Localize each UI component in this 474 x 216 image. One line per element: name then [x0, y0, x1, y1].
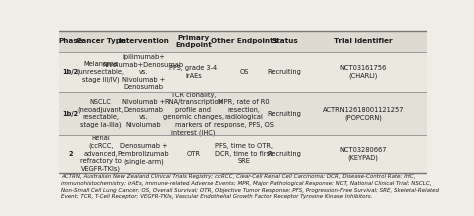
Text: ACTRN12618001121257
(POPCORN): ACTRN12618001121257 (POPCORN)	[322, 107, 404, 121]
Text: Recruiting: Recruiting	[268, 151, 301, 157]
Text: Primary
Endpoint: Primary Endpoint	[175, 35, 212, 48]
Text: NCT03280667
(KEYPAD): NCT03280667 (KEYPAD)	[339, 147, 387, 161]
Text: NCT03161756
(CHARLI): NCT03161756 (CHARLI)	[339, 65, 387, 79]
Bar	[59, 174, 427, 192]
Text: Cancer Type: Cancer Type	[76, 38, 126, 44]
Text: 1b/2: 1b/2	[63, 69, 79, 75]
Text: MPR, rate of R0
resection,
radiological
response, PFS, OS: MPR, rate of R0 resection, radiological …	[214, 99, 274, 128]
Text: TCR clonality,
RNA/transcription
profile and
genomic changes,
markers of
interes: TCR clonality, RNA/transcription profile…	[163, 92, 224, 136]
Text: PFS, grade 3-4
irAEs: PFS, grade 3-4 irAEs	[169, 65, 218, 79]
Text: ACTRN, Australian New Zealand Clinical Trials Registry; ccRCC, Clear-Cell Renal : ACTRN, Australian New Zealand Clinical T…	[61, 175, 439, 199]
Text: Renal
(ccRCC,
advanced,
refractory to
VEGFR-TKIs): Renal (ccRCC, advanced, refractory to VE…	[80, 135, 122, 173]
Bar	[59, 52, 427, 92]
Text: 2: 2	[69, 151, 73, 157]
Text: Denosumab +
Pembrolizumab
(single-arm): Denosumab + Pembrolizumab (single-arm)	[118, 143, 169, 165]
Text: OS: OS	[239, 69, 249, 75]
Text: Recruiting: Recruiting	[268, 111, 301, 117]
Text: Intervention: Intervention	[118, 38, 169, 44]
Text: 1b/2: 1b/2	[63, 111, 79, 117]
Text: Recruiting: Recruiting	[268, 69, 301, 75]
Text: OTR: OTR	[186, 151, 201, 157]
Text: PFS, time to OTR,
DCR, time to first
SRE: PFS, time to OTR, DCR, time to first SRE	[215, 143, 273, 165]
Text: Status: Status	[271, 38, 298, 44]
Text: Nivolumab +
Denosumab
vs.
Nivolumab: Nivolumab + Denosumab vs. Nivolumab	[122, 99, 165, 128]
Text: Melanoma
(unresectable,
stage III/IV): Melanoma (unresectable, stage III/IV)	[77, 61, 125, 83]
Bar	[59, 135, 427, 173]
Bar	[59, 92, 427, 135]
Bar	[59, 31, 427, 52]
Text: NSCLC
(neoadjuvant,
resectable,
stage Ia-IIIa): NSCLC (neoadjuvant, resectable, stage Ia…	[78, 99, 124, 128]
Text: Trial Identifier: Trial Identifier	[334, 38, 392, 44]
Text: Ipilimumab+
Nivolumab+Denosumab
vs.
Nivolumab +
Denosumab: Ipilimumab+ Nivolumab+Denosumab vs. Nivo…	[103, 54, 184, 90]
Text: Other Endpoints: Other Endpoints	[211, 38, 278, 44]
Text: Phase: Phase	[58, 38, 83, 44]
